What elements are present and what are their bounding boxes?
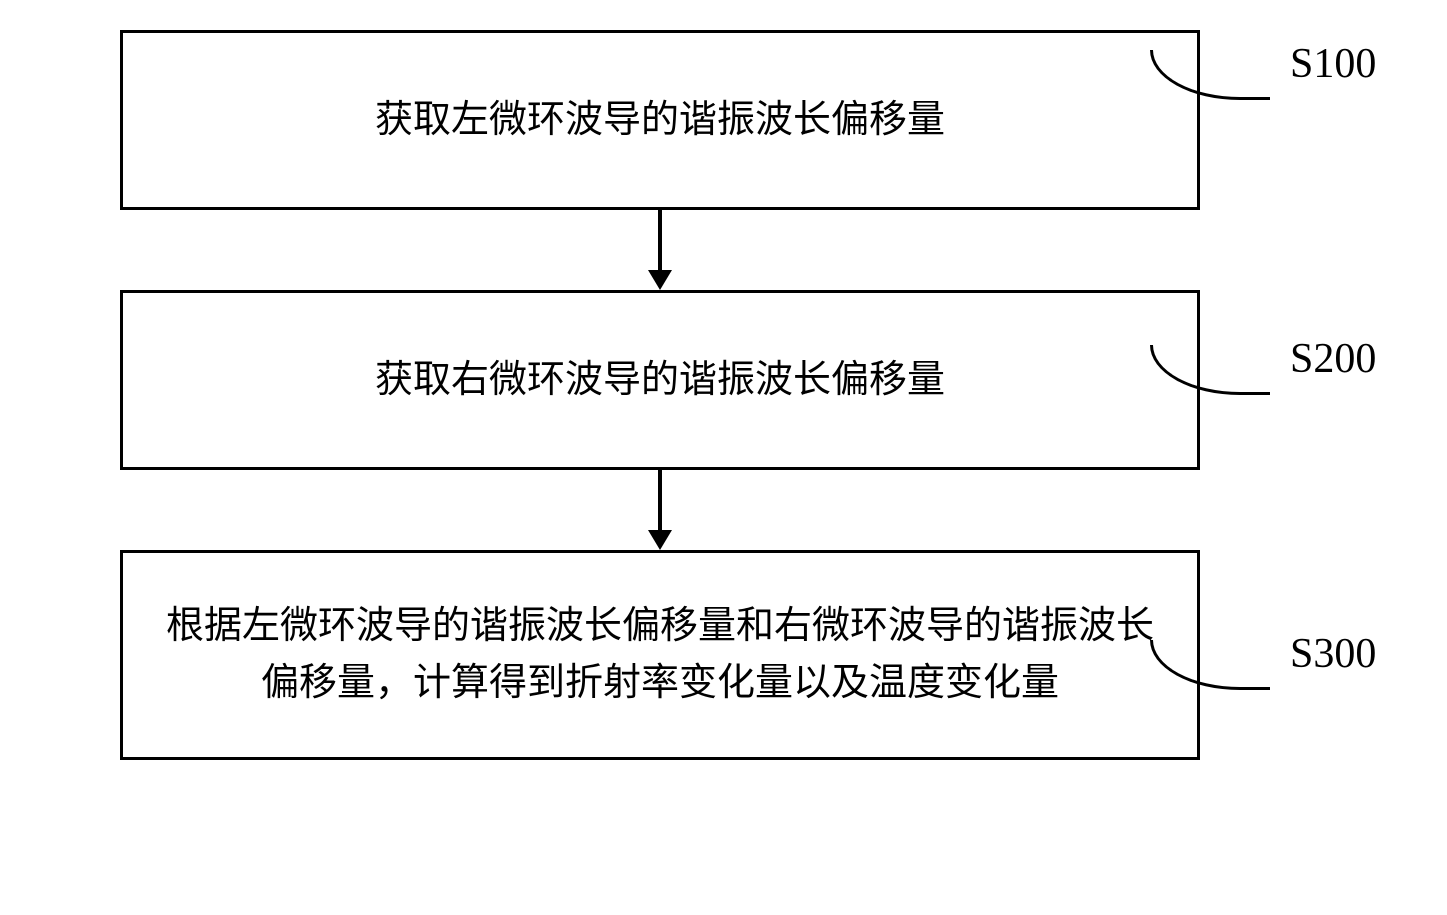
arrow-head-icon — [648, 530, 672, 550]
step-label-s200: S200 — [1290, 335, 1376, 383]
step-text-s100: 获取左微环波导的谐振波长偏移量 — [375, 92, 945, 149]
step-label-s100: S100 — [1290, 40, 1376, 88]
step-text-s200: 获取右微环波导的谐振波长偏移量 — [375, 352, 945, 409]
arrow-s200-s300 — [648, 470, 672, 550]
arrow-head-icon — [648, 270, 672, 290]
arrow-shaft — [658, 210, 662, 270]
step-box-s200: 获取右微环波导的谐振波长偏移量 — [120, 290, 1200, 470]
arrow-shaft — [658, 470, 662, 530]
step-box-s100: 获取左微环波导的谐振波长偏移量 — [120, 30, 1200, 210]
step-text-s300: 根据左微环波导的谐振波长偏移量和右微环波导的谐振波长偏移量，计算得到折射率变化量… — [153, 598, 1167, 712]
flowchart-container: 获取左微环波导的谐振波长偏移量 获取右微环波导的谐振波长偏移量 根据左微环波导的… — [60, 30, 1260, 760]
arrow-s100-s200 — [648, 210, 672, 290]
step-label-s300: S300 — [1290, 630, 1376, 678]
step-box-s300: 根据左微环波导的谐振波长偏移量和右微环波导的谐振波长偏移量，计算得到折射率变化量… — [120, 550, 1200, 760]
